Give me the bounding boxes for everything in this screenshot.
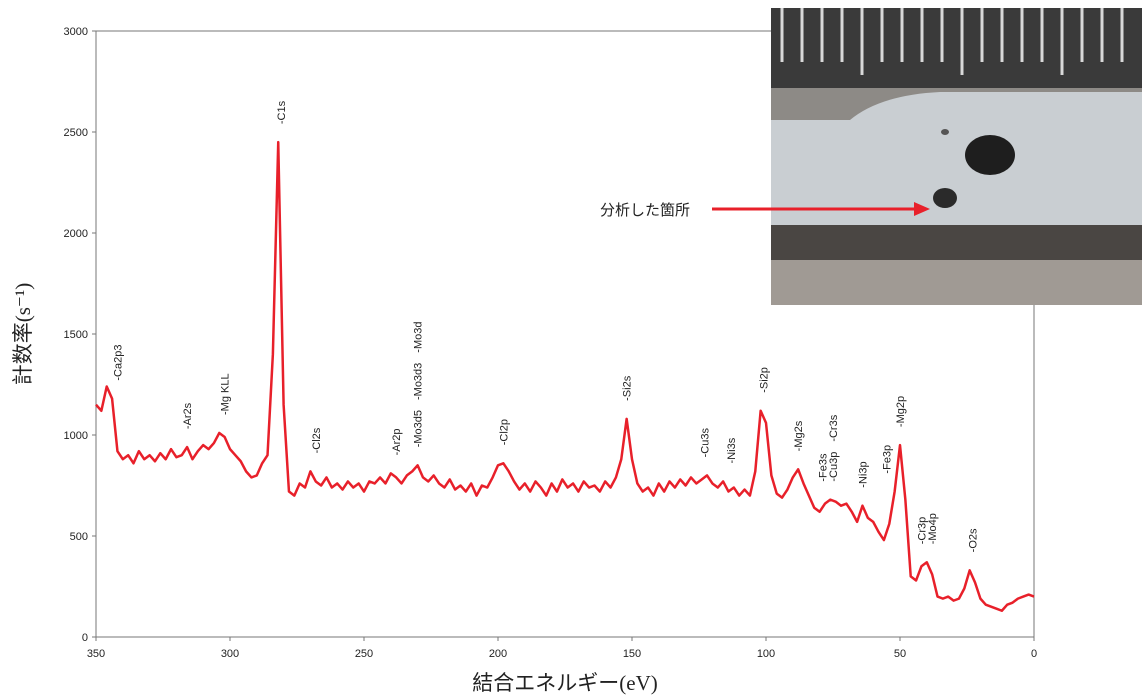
peak-label: -Cl2p [498, 419, 510, 445]
peak-label: -Mg2p [895, 396, 907, 427]
y-tick-label: 1000 [64, 430, 88, 442]
x-tick-label: 250 [355, 648, 373, 660]
y-axis-title: 計数率(s⁻¹) [11, 283, 35, 386]
y-tick-label: 0 [82, 632, 88, 644]
y-tick-label: 500 [70, 531, 88, 543]
peak-label: -Fe3p [882, 445, 894, 474]
peak-label: -Ca2p3 [112, 345, 124, 381]
x-tick-label: 200 [489, 648, 507, 660]
peak-label: -Cu3s [699, 428, 711, 458]
peak-label: -Mo3d5 [413, 410, 425, 447]
peak-label: -Cu3p [828, 452, 840, 482]
peak-label: -Ni3s [726, 437, 738, 463]
peak-label: -Cl2s [311, 427, 323, 453]
x-tick-label: 50 [894, 648, 906, 660]
peak-label: -Ar2p [391, 428, 403, 455]
peak-label: -C1s [276, 100, 288, 124]
chart: 結合エネルギー(eV) 計数率(s⁻¹) 0500100015002000250… [0, 0, 1142, 698]
peak-label: -Si2p [758, 367, 770, 393]
peak-label: -Si2s [622, 375, 634, 401]
peak-label: -Mo3d [413, 322, 425, 353]
y-tick-label: 1500 [64, 329, 88, 341]
peak-label: -Cr3s [828, 414, 840, 441]
x-tick-label: 100 [757, 648, 775, 660]
x-tick-label: 350 [87, 648, 105, 660]
x-tick-label: 0 [1031, 648, 1037, 660]
peak-label: -Ar2s [182, 402, 194, 429]
x-tick-label: 300 [221, 648, 239, 660]
page: 結合エネルギー(eV) 計数率(s⁻¹) 0500100015002000250… [0, 0, 1142, 698]
peak-label: -Ni3p [857, 461, 869, 487]
inset-label: 分析した箇所 [600, 202, 690, 219]
peak-label: -Mg KLL [220, 373, 232, 415]
inset-photo [712, 8, 1142, 305]
y-tick-label: 2500 [64, 127, 88, 139]
x-axis-title: 結合エネルギー(eV) [472, 671, 657, 695]
y-tick-label: 2000 [64, 228, 88, 240]
x-tick-label: 150 [623, 648, 641, 660]
peak-label: -Mg2s [793, 420, 805, 451]
peak-label: -Mo3d3 [413, 363, 425, 400]
peak-label: -Mo4p [927, 513, 939, 544]
y-tick-label: 3000 [64, 26, 88, 38]
peak-label: -O2s [967, 528, 979, 552]
